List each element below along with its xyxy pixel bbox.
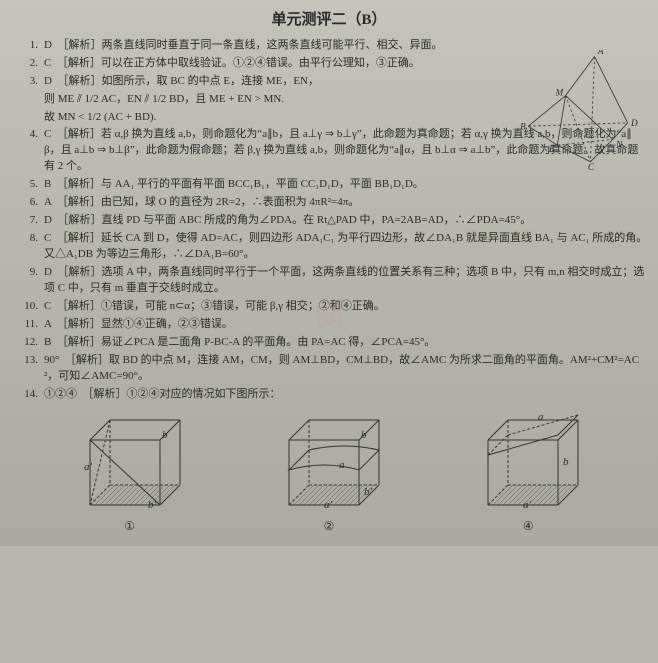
item-number: 9. bbox=[10, 265, 44, 297]
item-content: D ［解析］直线 PD 与平面 ABC 所成的角为∠PDA。在 Rt△PAD 中… bbox=[44, 213, 648, 229]
answer-item: 7. D ［解析］直线 PD 与平面 ABC 所成的角为∠PDA。在 Rt△PA… bbox=[10, 213, 648, 229]
pyramid-figure: A M B D E N C bbox=[508, 50, 648, 170]
item-number: 12. bbox=[10, 335, 44, 351]
svg-text:a': a' bbox=[324, 499, 333, 510]
svg-text:b: b bbox=[162, 429, 168, 441]
item-content: C ［解析］延长 CA 到 D，使得 AD=AC，则四边形 ADA₁C₁ 为平行… bbox=[44, 231, 648, 263]
answer-item: 12. B ［解析］易证∠PCA 是二面角 P-BC-A 的平面角。由 PA=A… bbox=[10, 335, 648, 351]
cube-diagram: a' b b' ① bbox=[70, 410, 190, 535]
answer-item: 5. B ［解析］与 AA₁ 平行的平面有平面 BCC₁B₁，平面 CC₁D₁D… bbox=[10, 177, 648, 193]
item-content: D ［解析］如图所示，取 BC 的中点 E，连接 ME，EN， bbox=[44, 74, 484, 90]
answer-item: 14. ①②④ ［解析］①②④对应的情况如下图所示： bbox=[10, 387, 648, 403]
item-number: 4. bbox=[10, 127, 44, 175]
answer-item: 6. A ［解析］由已知，球 O 的直径为 2R=2，∴表面积为 4πR²=4π… bbox=[10, 195, 648, 211]
cube-diagram: a b a' b' ② bbox=[269, 410, 389, 535]
svg-text:B: B bbox=[520, 121, 526, 131]
answer-item: 11. A ［解析］显然①④正确，②③错误。 bbox=[10, 317, 648, 333]
item-number: 11. bbox=[10, 317, 44, 333]
item-number: 8. bbox=[10, 231, 44, 263]
svg-text:A: A bbox=[597, 50, 604, 56]
page-title: 单元测评二（B） bbox=[10, 10, 648, 32]
item-content: 90° ［解析］取 BD 的中点 M，连接 AM，CM，则 AM⊥BD，CM⊥B… bbox=[44, 353, 648, 385]
cube-label: ④ bbox=[468, 518, 588, 535]
svg-text:b: b bbox=[563, 456, 569, 468]
cube-label: ② bbox=[269, 518, 389, 535]
svg-text:a: a bbox=[538, 411, 544, 423]
item-content: A ［解析］由已知，球 O 的直径为 2R=2，∴表面积为 4πR²=4π。 bbox=[44, 195, 648, 211]
item-content: C ［解析］①错误，可能 n⊂α；③错误，可能 β,γ 相交；②和④正确。 bbox=[44, 299, 648, 315]
item-content: B ［解析］易证∠PCA 是二面角 P-BC-A 的平面角。由 PA=AC 得，… bbox=[44, 335, 648, 351]
item-number: 10. bbox=[10, 299, 44, 315]
answer-item: 8. C ［解析］延长 CA 到 D，使得 AD=AC，则四边形 ADA₁C₁ … bbox=[10, 231, 648, 263]
item-number: 14. bbox=[10, 387, 44, 403]
item-number: 6. bbox=[10, 195, 44, 211]
item-content: ①②④ ［解析］①②④对应的情况如下图所示： bbox=[44, 387, 648, 403]
answer-item: 13. 90° ［解析］取 BD 的中点 M，连接 AM，CM，则 AM⊥BD，… bbox=[10, 353, 648, 385]
cube-diagram: a b a' ④ bbox=[468, 410, 588, 535]
page: 单元测评二（B） AMBDENC 1. D ［解析］两条直线同时垂直于同一条直线… bbox=[0, 0, 658, 546]
svg-text:E: E bbox=[548, 144, 555, 154]
answer-item: 9. D ［解析］选项 A 中，两条直线同时平行于一个平面，这两条直线的位置关系… bbox=[10, 265, 648, 297]
svg-text:b': b' bbox=[148, 499, 157, 510]
block3-lines: 则 ME ⫽ 1/2 AC，EN ⫽ 1/2 BD，且 ME + EN > MN… bbox=[10, 92, 480, 126]
svg-text:N: N bbox=[615, 140, 623, 150]
svg-text:b': b' bbox=[364, 486, 373, 498]
answer-item: 10. C ［解析］①错误，可能 n⊂α；③错误，可能 β,γ 相交；②和④正确… bbox=[10, 299, 648, 315]
item-number: 1. bbox=[10, 38, 44, 54]
cube-row: a' b b' ① a b a' b' ② a b a' ④ bbox=[10, 410, 648, 535]
svg-text:a: a bbox=[339, 459, 345, 471]
item-content: D ［解析］选项 A 中，两条直线同时平行于一个平面，这两条直线的位置关系有三种… bbox=[44, 265, 648, 297]
svg-text:C: C bbox=[588, 162, 595, 170]
item-content: B ［解析］与 AA₁ 平行的平面有平面 BCC₁B₁，平面 CC₁D₁D，平面… bbox=[44, 177, 648, 193]
item-number: 5. bbox=[10, 177, 44, 193]
svg-text:a': a' bbox=[84, 461, 93, 473]
svg-text:D: D bbox=[630, 118, 638, 128]
item-content: A ［解析］显然①④正确，②③错误。 bbox=[44, 317, 648, 333]
item-number: 3. bbox=[10, 74, 44, 90]
svg-text:b: b bbox=[361, 429, 367, 441]
cube-label: ① bbox=[70, 518, 190, 535]
svg-text:a': a' bbox=[523, 499, 532, 510]
item-number: 13. bbox=[10, 353, 44, 385]
item-number: 2. bbox=[10, 56, 44, 72]
indented-line: 则 ME ⫽ 1/2 AC，EN ⫽ 1/2 BD，且 ME + EN > MN… bbox=[10, 92, 480, 108]
item-number: 7. bbox=[10, 213, 44, 229]
svg-text:M: M bbox=[555, 88, 564, 98]
indented-line: 故 MN < 1/2 (AC + BD). bbox=[10, 110, 480, 126]
